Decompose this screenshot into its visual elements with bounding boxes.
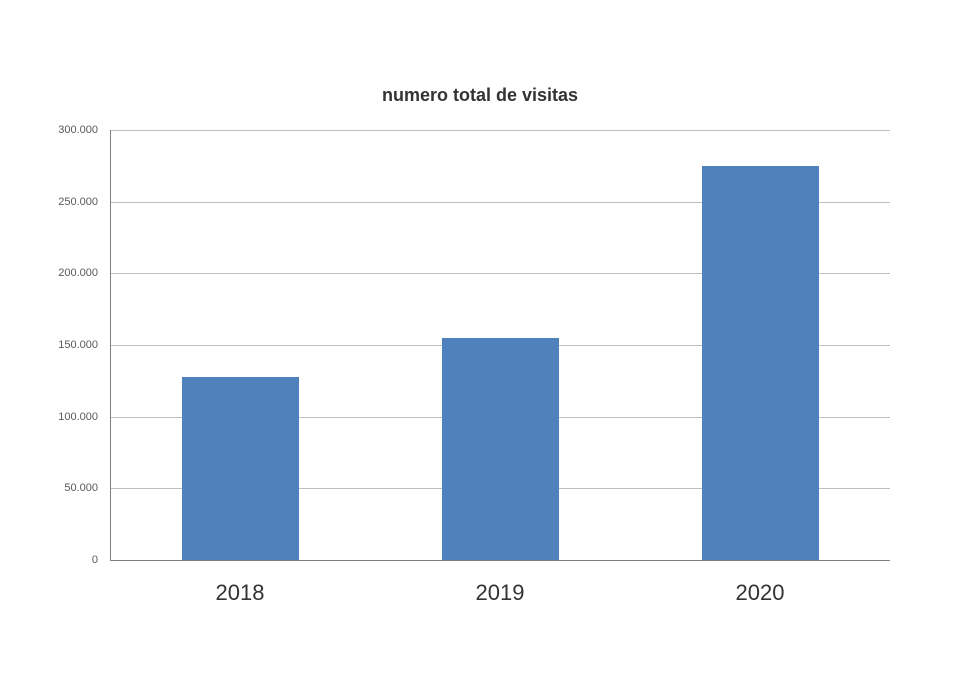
y-tick-label: 300.000: [0, 124, 98, 136]
y-tick-label: 100.000: [0, 411, 98, 423]
x-tick-label: 2018: [216, 580, 265, 606]
plot-area: [110, 130, 890, 560]
x-tick-label: 2019: [476, 580, 525, 606]
y-axis-line: [110, 130, 111, 560]
bar: [182, 377, 299, 560]
y-tick-label: 0: [0, 554, 98, 566]
y-tick-label: 50.000: [0, 482, 98, 494]
chart-title: numero total de visitas: [0, 85, 960, 106]
bar: [702, 166, 819, 560]
x-tick-label: 2020: [736, 580, 785, 606]
y-tick-label: 200.000: [0, 267, 98, 279]
y-tick-label: 250.000: [0, 196, 98, 208]
gridline: [110, 130, 890, 131]
bar: [442, 338, 559, 560]
y-tick-label: 150.000: [0, 339, 98, 351]
chart-canvas: numero total de visitas 0 50.000 100.000 15…: [0, 0, 960, 675]
x-axis-line: [110, 560, 890, 561]
